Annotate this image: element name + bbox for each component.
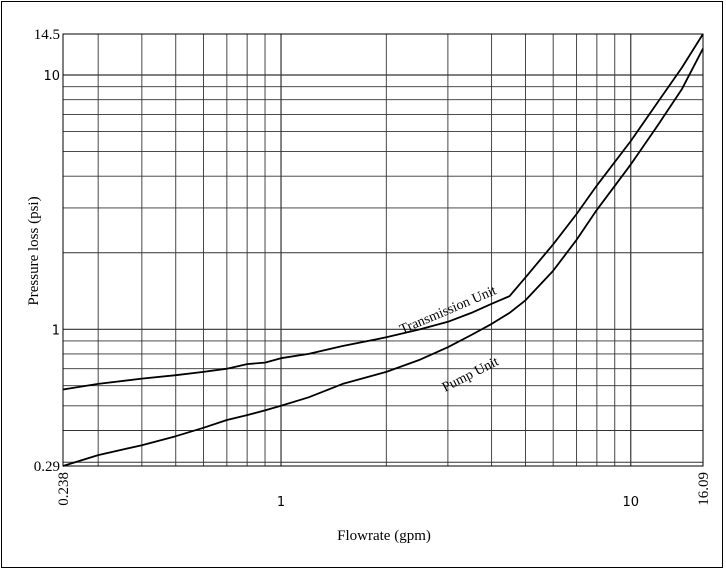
x-tick-label-0-238: 0.238 xyxy=(56,472,72,506)
x-tick-label-16-09: 16.09 xyxy=(696,472,712,506)
y-tick-label-14-5: 14.5 xyxy=(34,27,60,43)
series-line-transmission-unit xyxy=(62,33,704,391)
tick-labels: 0.238 1 10 16.09 14.5 10 1 0.29 xyxy=(34,27,712,510)
grid xyxy=(63,34,703,466)
y-axis-label: Pressure loss (psi) xyxy=(26,196,42,305)
y-tick-label-1: 1 xyxy=(52,323,60,338)
y-tick-label-0-29: 0.29 xyxy=(34,459,60,475)
x-axis-label: Flowrate (gpm) xyxy=(337,528,431,544)
annotation-pump-unit: Pump Unit xyxy=(440,354,501,395)
plot-border xyxy=(62,33,704,467)
series-layer xyxy=(62,33,704,467)
x-tick-label-1: 1 xyxy=(277,495,285,510)
series-line-pump-unit xyxy=(62,48,704,467)
x-tick-label-10: 10 xyxy=(622,495,639,510)
y-tick-label-10: 10 xyxy=(43,69,60,84)
